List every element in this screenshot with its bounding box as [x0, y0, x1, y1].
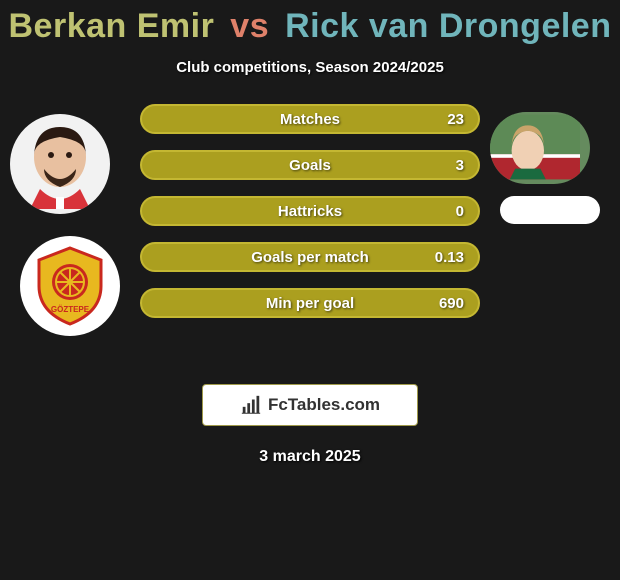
- vs-text: vs: [230, 7, 269, 45]
- stat-right-value: 690: [439, 295, 464, 312]
- stat-right-value: 3: [456, 157, 464, 174]
- comparison-date: 3 march 2025: [0, 448, 620, 466]
- stat-row-gpm: Goals per match 0.13: [140, 242, 480, 272]
- brand-badge: FcTables.com: [202, 384, 418, 426]
- player2-face-icon: [490, 112, 580, 182]
- comparison-title: Berkan Emir vs Rick van Drongelen: [0, 0, 620, 45]
- player2-club-pill: [500, 196, 600, 224]
- stat-label: Min per goal: [266, 295, 354, 312]
- stat-label: Hattricks: [278, 203, 342, 220]
- brand-text: FcTables.com: [268, 395, 380, 415]
- player1-name: Berkan Emir: [9, 7, 215, 45]
- player2-avatar: [490, 112, 590, 184]
- stat-label: Matches: [280, 111, 340, 128]
- player1-face-icon: [20, 119, 100, 209]
- player2-name: Rick van Drongelen: [285, 7, 611, 45]
- stat-right-value: 0: [456, 203, 464, 220]
- stat-label: Goals: [289, 157, 331, 174]
- bar-chart-icon: [240, 394, 262, 416]
- stat-row-hattricks: Hattricks 0: [140, 196, 480, 226]
- subtitle: Club competitions, Season 2024/2025: [0, 59, 620, 76]
- player1-avatar: [10, 114, 110, 214]
- stats-bars: Matches 23 Goals 3 Hattricks 0 Goals per…: [140, 104, 480, 334]
- stat-right-value: 23: [447, 111, 464, 128]
- comparison-content: GÖZTEPE Matches 23 Goals 3 Hattricks 0 G…: [0, 104, 620, 364]
- player1-club-logo: GÖZTEPE: [20, 236, 120, 336]
- stat-row-mpg: Min per goal 690: [140, 288, 480, 318]
- stat-row-matches: Matches 23: [140, 104, 480, 134]
- stat-label: Goals per match: [251, 249, 369, 266]
- stat-right-value: 0.13: [435, 249, 464, 266]
- svg-text:GÖZTEPE: GÖZTEPE: [51, 305, 90, 314]
- goztepe-crest-icon: GÖZTEPE: [35, 246, 105, 326]
- stat-row-goals: Goals 3: [140, 150, 480, 180]
